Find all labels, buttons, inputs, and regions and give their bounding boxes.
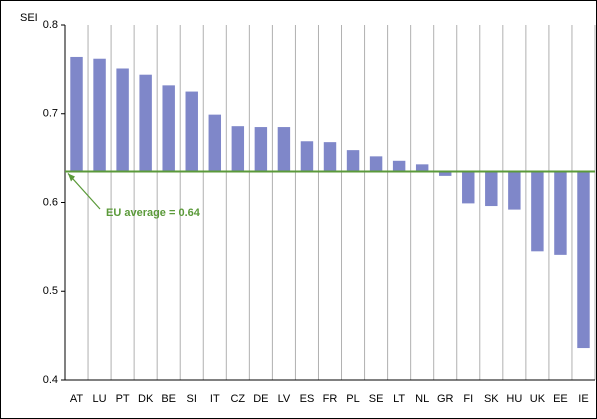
y-tick-label: 0.8 — [43, 19, 58, 31]
x-tick-label: HU — [506, 393, 522, 405]
bar — [254, 127, 268, 172]
x-tick-label: UK — [530, 393, 546, 405]
bar — [577, 171, 590, 349]
bar — [415, 164, 429, 172]
bar — [508, 171, 521, 210]
bar — [485, 171, 498, 207]
bar — [93, 58, 106, 172]
bar — [346, 150, 360, 172]
bar — [116, 68, 129, 172]
bar — [300, 141, 314, 172]
bar — [438, 171, 452, 176]
x-tick-label: DK — [138, 393, 154, 405]
bar — [462, 171, 475, 204]
x-tick-label: SK — [484, 393, 499, 405]
bar — [139, 74, 152, 172]
x-tick-label: DE — [253, 393, 268, 405]
x-tick-label: SE — [369, 393, 384, 405]
annotation-arrow — [67, 173, 101, 210]
x-tick-label: BE — [161, 393, 176, 405]
x-tick-label: ES — [300, 393, 315, 405]
bar — [531, 171, 544, 252]
y-tick-label: 0.6 — [43, 196, 58, 208]
bar — [162, 85, 175, 172]
bar — [70, 56, 83, 172]
x-tick-label: FR — [323, 393, 338, 405]
bar — [554, 171, 567, 255]
x-tick-label: IE — [578, 393, 588, 405]
x-tick-label: FI — [463, 393, 473, 405]
bar — [208, 114, 222, 172]
bar — [277, 127, 291, 172]
x-tick-label: GR — [437, 393, 454, 405]
x-tick-label: AT — [70, 393, 84, 405]
annotation: EU average = 0.64 — [106, 207, 201, 219]
y-axis-label: SEI — [20, 12, 38, 24]
bar — [392, 160, 406, 172]
bar — [323, 142, 337, 172]
x-tick-label: CZ — [230, 393, 245, 405]
y-tick-label: 0.4 — [43, 374, 58, 386]
x-tick-label: LV — [278, 393, 291, 405]
y-tick-label: 0.7 — [43, 108, 58, 120]
x-tick-label: SI — [187, 393, 197, 405]
x-tick-label: IT — [210, 393, 220, 405]
x-tick-label: EE — [553, 393, 568, 405]
x-tick-label: PL — [346, 393, 359, 405]
x-tick-label: PT — [116, 393, 130, 405]
x-tick-label: LT — [393, 393, 405, 405]
bar — [231, 126, 245, 172]
arrow-head — [68, 173, 75, 182]
x-tick-label: LU — [93, 393, 107, 405]
bar — [185, 91, 198, 172]
y-tick-label: 0.5 — [43, 285, 58, 297]
bar — [369, 156, 383, 172]
x-tick-label: NL — [415, 393, 429, 405]
